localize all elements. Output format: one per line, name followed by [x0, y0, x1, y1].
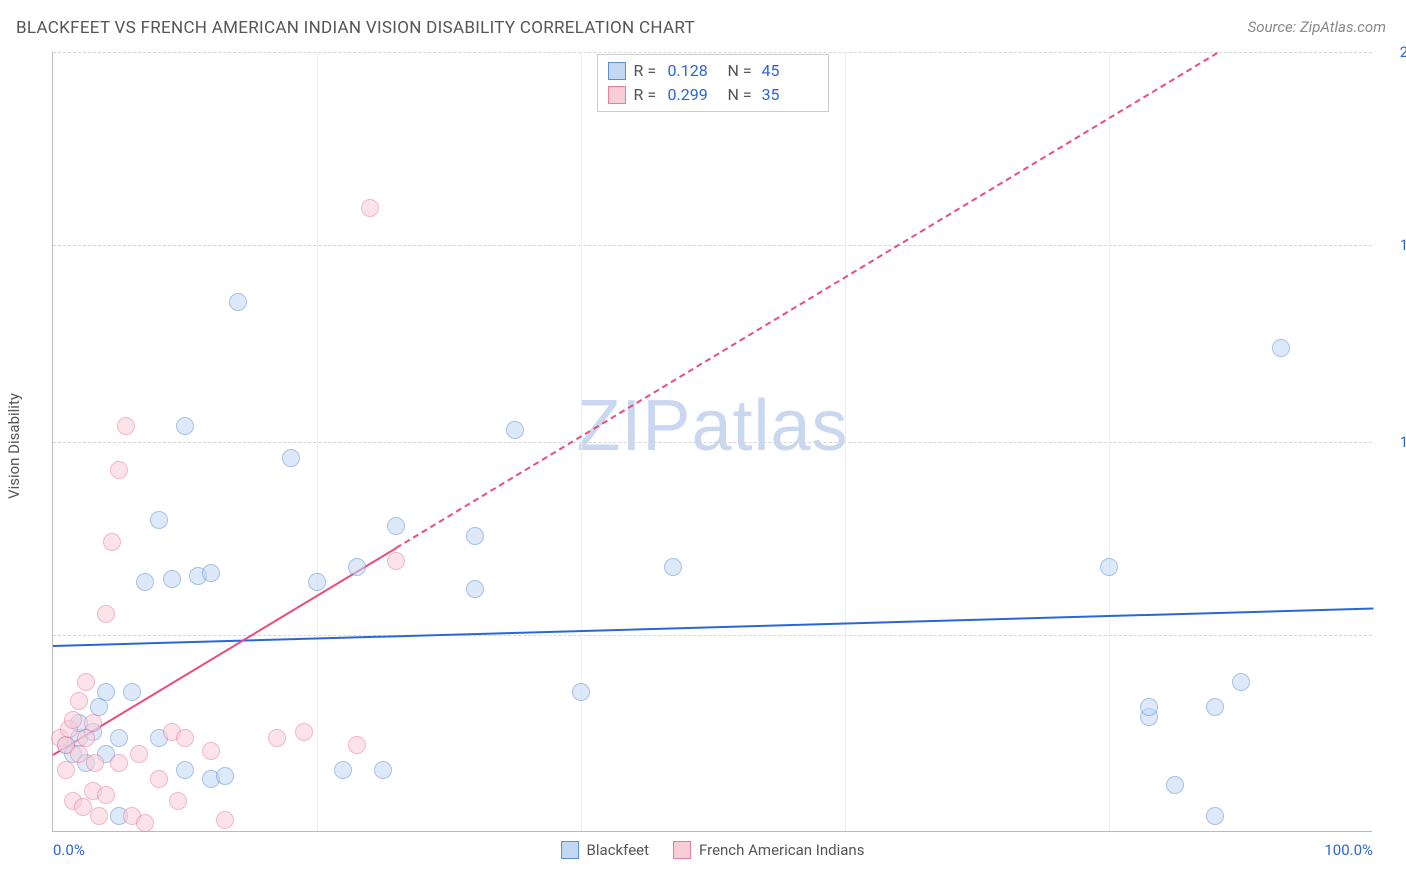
- scatter-point: [1206, 698, 1224, 716]
- series-name: Blackfeet: [587, 841, 649, 859]
- scatter-point: [176, 761, 194, 779]
- scatter-point: [70, 692, 88, 710]
- scatter-point: [57, 761, 75, 779]
- legend-swatch: [608, 62, 626, 80]
- scatter-point: [374, 761, 392, 779]
- scatter-point: [348, 736, 366, 754]
- stat-r-label: R =: [634, 59, 660, 83]
- scatter-point: [387, 517, 405, 535]
- scatter-point: [117, 417, 135, 435]
- scatter-point: [136, 814, 154, 832]
- scatter-point: [572, 683, 590, 701]
- series-legend-item: French American Indians: [673, 841, 864, 859]
- scatter-point: [163, 570, 181, 588]
- scatter-point: [1140, 698, 1158, 716]
- scatter-point: [110, 729, 128, 747]
- scatter-point: [176, 417, 194, 435]
- scatter-point: [110, 754, 128, 772]
- scatter-point: [1232, 673, 1250, 691]
- scatter-point: [1206, 807, 1224, 825]
- scatter-point: [176, 729, 194, 747]
- plot-area: ZIPatlas R =0.128N =45R =0.299N =35 Blac…: [52, 52, 1372, 832]
- ytick-label: 18.8%: [1380, 236, 1406, 254]
- scatter-point: [202, 742, 220, 760]
- xtick-label-max: 100.0%: [1324, 841, 1373, 859]
- scatter-point: [150, 770, 168, 788]
- legend-swatch: [608, 86, 626, 104]
- regression-line-blackfeet: [53, 607, 1373, 646]
- stats-legend: R = 0.128 N = 45 R = 0.299 N = 35: [597, 54, 829, 112]
- scatter-point: [150, 511, 168, 529]
- scatter-point: [64, 711, 82, 729]
- scatter-point: [110, 461, 128, 479]
- series-legend-item: Blackfeet: [561, 841, 649, 859]
- gridline-vertical: [1109, 52, 1110, 831]
- scatter-point: [334, 761, 352, 779]
- scatter-point: [466, 580, 484, 598]
- gridline-horizontal: [53, 245, 1372, 246]
- scatter-point: [77, 729, 95, 747]
- regression-dashed-french-american-indians: [396, 52, 1219, 549]
- xtick-label-min: 0.0%: [53, 841, 85, 859]
- stats-row: R = 0.128 N = 45: [608, 59, 814, 83]
- scatter-point: [130, 745, 148, 763]
- gridline-vertical: [845, 52, 846, 831]
- scatter-point: [86, 754, 104, 772]
- stats-row: R = 0.299 N = 35: [608, 83, 814, 107]
- scatter-point: [664, 558, 682, 576]
- stat-r-value: 0.299: [668, 83, 720, 107]
- legend-swatch: [673, 841, 691, 859]
- scatter-point: [169, 792, 187, 810]
- ytick-label: 12.5%: [1380, 433, 1406, 451]
- stat-n-label: N =: [728, 83, 754, 107]
- ytick-label: 6.3%: [1380, 626, 1406, 644]
- scatter-point: [84, 714, 102, 732]
- watermark: ZIPatlas: [576, 385, 848, 467]
- scatter-point: [466, 527, 484, 545]
- scatter-point: [1100, 558, 1118, 576]
- yaxis-label: Vision Disability: [5, 393, 23, 499]
- series-name: French American Indians: [699, 841, 864, 859]
- gridline-vertical: [317, 52, 318, 831]
- scatter-point: [229, 293, 247, 311]
- scatter-point: [282, 449, 300, 467]
- chart-title: BLACKFEET VS FRENCH AMERICAN INDIAN VISI…: [16, 18, 695, 38]
- scatter-point: [103, 533, 121, 551]
- scatter-point: [123, 683, 141, 701]
- scatter-point: [77, 673, 95, 691]
- scatter-point: [97, 605, 115, 623]
- stat-n-value: 35: [762, 83, 814, 107]
- scatter-point: [202, 564, 220, 582]
- scatter-point: [1166, 776, 1184, 794]
- scatter-point: [97, 786, 115, 804]
- scatter-point: [387, 552, 405, 570]
- legend-swatch: [561, 841, 579, 859]
- stat-r-value: 0.128: [668, 59, 720, 83]
- stat-n-label: N =: [728, 59, 754, 83]
- ytick-label: 25.0%: [1380, 43, 1406, 61]
- scatter-point: [216, 767, 234, 785]
- scatter-point: [348, 558, 366, 576]
- scatter-point: [136, 573, 154, 591]
- scatter-point: [1272, 339, 1290, 357]
- stat-n-value: 45: [762, 59, 814, 83]
- scatter-point: [90, 807, 108, 825]
- scatter-point: [295, 723, 313, 741]
- scatter-point: [97, 683, 115, 701]
- stat-r-label: R =: [634, 83, 660, 107]
- regression-line-french-american-indians: [52, 547, 396, 756]
- gridline-horizontal: [53, 52, 1372, 53]
- scatter-point: [216, 811, 234, 829]
- scatter-point: [506, 421, 524, 439]
- gridline-vertical: [581, 52, 582, 831]
- scatter-point: [361, 199, 379, 217]
- scatter-point: [268, 729, 286, 747]
- series-legend: Blackfeet French American Indians: [561, 841, 865, 859]
- gridline-horizontal: [53, 442, 1372, 443]
- source-attribution: Source: ZipAtlas.com: [1248, 18, 1386, 36]
- scatter-point: [308, 573, 326, 591]
